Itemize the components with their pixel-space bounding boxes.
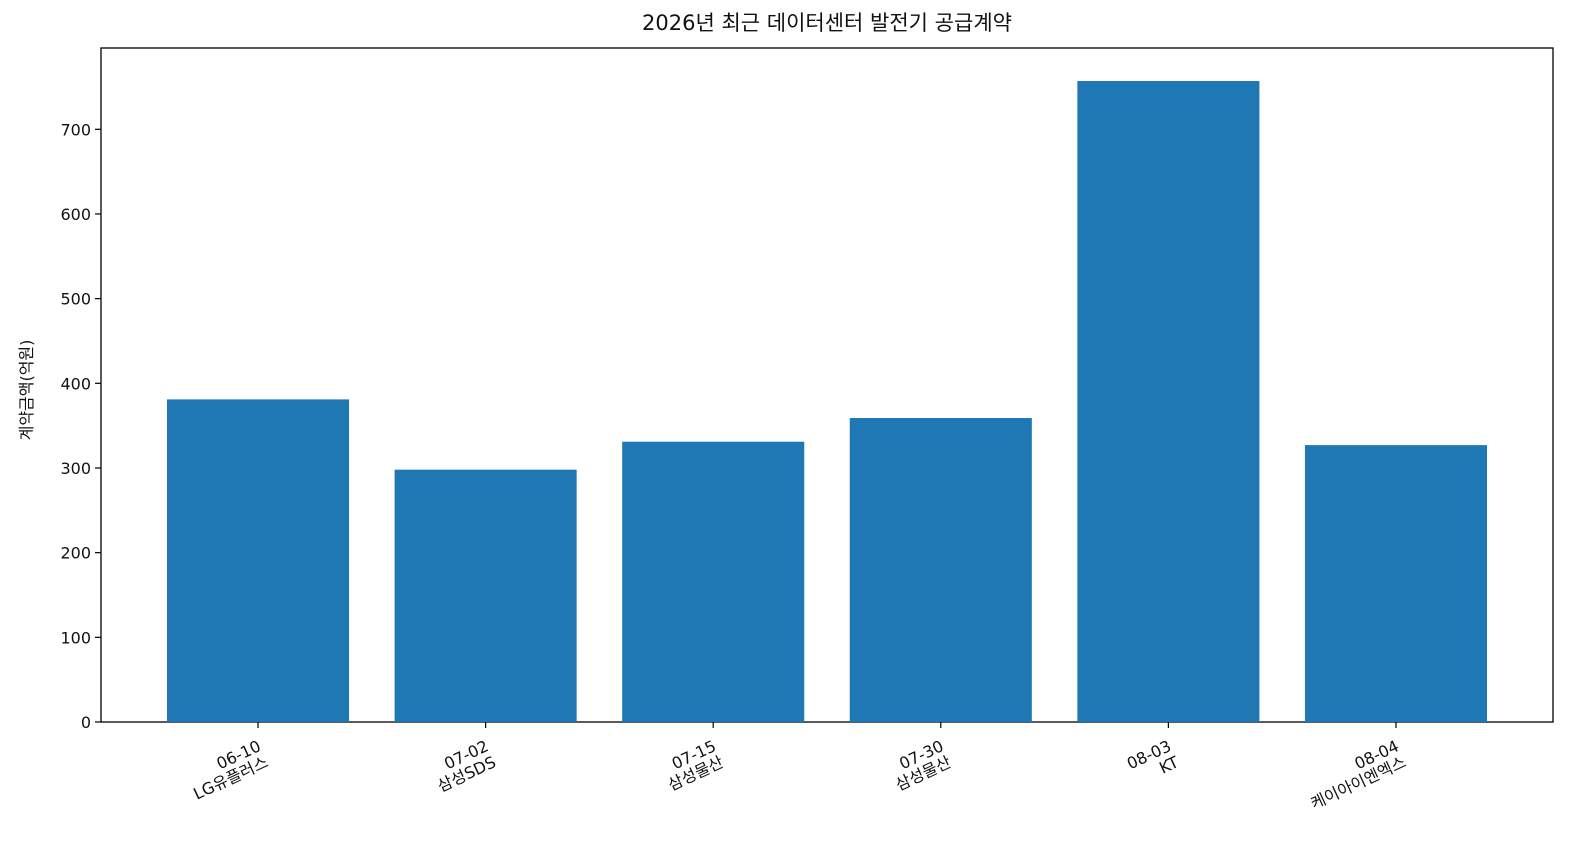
x-tick-label: 08-03KT <box>1124 736 1182 789</box>
chart-title: 2026년 최근 데이터센터 발전기 공급계약 <box>642 11 1012 35</box>
y-axis-label: 계약금액(억원) <box>17 340 36 441</box>
y-tick-label: 400 <box>60 374 91 393</box>
bar <box>167 399 350 722</box>
x-tick-label: 07-15삼성물산 <box>657 736 726 794</box>
y-tick-label: 200 <box>60 544 91 563</box>
x-tick-label: 08-04케이아이엔엑스 <box>1300 736 1409 813</box>
bar <box>849 418 1032 722</box>
y-tick-label: 600 <box>60 205 91 224</box>
y-tick-label: 300 <box>60 459 91 478</box>
y-tick-label: 700 <box>60 120 91 139</box>
y-tick-label: 0 <box>81 713 91 732</box>
bar <box>622 441 805 722</box>
y-tick-label: 500 <box>60 290 91 309</box>
x-tick-label: 07-30삼성물산 <box>885 736 954 794</box>
plot-frame <box>100 47 1554 723</box>
x-tick-label: 07-02삼성SDS <box>427 736 499 795</box>
x-tick-label: 06-10LG유플러스 <box>183 736 271 803</box>
bar <box>394 469 577 722</box>
bar <box>1304 445 1487 722</box>
bar <box>1077 81 1260 723</box>
y-tick-label: 100 <box>60 628 91 647</box>
